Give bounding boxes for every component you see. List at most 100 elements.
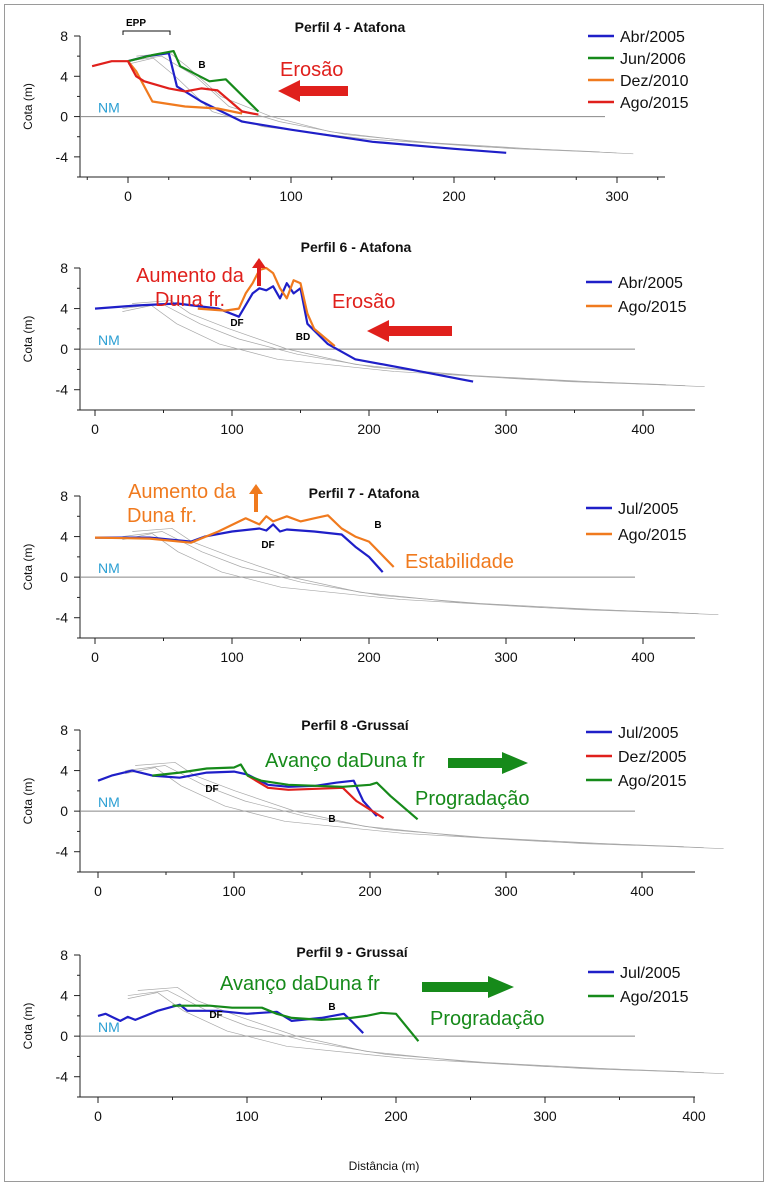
panel-4: NM -4 0 4 8 0 100 200 300 400 Cota (m) Perfil 8 -Gr… xyxy=(21,717,724,899)
legend-label: Jul/2005 xyxy=(618,725,679,742)
x-tick-label: 300 xyxy=(494,421,518,437)
figure-frame xyxy=(4,4,764,1182)
annotation: Avanço daDuna fr xyxy=(265,750,425,772)
y-tick-label: 4 xyxy=(60,988,68,1004)
y-tick-label: -4 xyxy=(56,1069,69,1085)
background-profiles xyxy=(127,987,724,1075)
x-axis-label: Distância (m) xyxy=(349,1159,420,1173)
chart-title: Perfil 4 - Atafona xyxy=(295,19,406,35)
x-tick-label: 200 xyxy=(357,649,381,665)
x-tick-label: 100 xyxy=(222,883,246,899)
background-profile xyxy=(125,767,684,847)
annotation: DF xyxy=(209,1010,222,1021)
legend-label: Dez/2010 xyxy=(620,73,689,90)
chart-title: Perfil 8 -Grussaí xyxy=(301,717,409,733)
x-tick-label: 300 xyxy=(494,649,518,665)
x-tick-label: 0 xyxy=(94,883,102,899)
legend-label: Abr/2005 xyxy=(618,275,683,292)
x-tick-label: 300 xyxy=(605,188,629,204)
x-tick-label: 200 xyxy=(357,421,381,437)
x-tick-label: 100 xyxy=(220,421,244,437)
background-profile xyxy=(127,992,685,1072)
nm-label: NM xyxy=(98,560,120,576)
series-line-1 xyxy=(95,523,384,573)
y-tick-label: -4 xyxy=(56,382,69,398)
annotation: Estabilidade xyxy=(405,551,514,573)
series-line-2 xyxy=(247,774,385,820)
annotation: B xyxy=(374,520,381,531)
x-tick-label: 300 xyxy=(494,883,518,899)
series-line-3 xyxy=(152,763,419,821)
up-arrow xyxy=(252,258,266,286)
y-axis-label: Cota (m) xyxy=(21,544,35,591)
annotation: Erosão xyxy=(280,59,343,81)
x-tick-label: 0 xyxy=(91,421,99,437)
legend-label: Ago/2015 xyxy=(620,95,689,112)
x-tick-label: 0 xyxy=(124,188,132,204)
annotation: EPP xyxy=(126,18,146,29)
y-axis-label: Cota (m) xyxy=(21,316,35,363)
x-tick-label: 400 xyxy=(630,883,654,899)
annotation: Aumento da xyxy=(136,265,245,287)
y-tick-label: 4 xyxy=(60,529,68,545)
series-line-1 xyxy=(94,282,474,383)
annotation: DF xyxy=(230,318,243,329)
series-line-3 xyxy=(127,60,243,115)
direction-arrow xyxy=(422,976,514,998)
annotation: B xyxy=(328,1002,335,1013)
legend-label: Jun/2006 xyxy=(620,51,686,68)
y-tick-label: -4 xyxy=(56,844,69,860)
background-profile xyxy=(136,52,617,154)
x-tick-label: 400 xyxy=(631,421,655,437)
annotation: DF xyxy=(261,540,274,551)
background-profile xyxy=(137,987,704,1074)
y-tick-label: 8 xyxy=(60,488,68,504)
x-tick-label: 200 xyxy=(358,883,382,899)
x-tick-label: 0 xyxy=(91,649,99,665)
epp-bracket xyxy=(122,30,171,35)
legend-label: Ago/2015 xyxy=(620,989,689,1006)
x-tick-label: 200 xyxy=(384,1108,408,1124)
legend-label: Dez/2005 xyxy=(618,749,687,766)
panel-3: NM -4 0 4 8 0 100 200 300 400 Cota (m) Perfil 7 - A… xyxy=(21,481,719,665)
y-axis-label: Cota (m) xyxy=(21,83,35,130)
legend-label: Jul/2005 xyxy=(620,965,681,982)
x-tick-label: 100 xyxy=(279,188,303,204)
background-profile xyxy=(127,57,600,153)
annotation: Progradação xyxy=(415,788,530,810)
nm-label: NM xyxy=(98,100,120,116)
legend-label: Jul/2005 xyxy=(618,501,679,518)
y-tick-label: 8 xyxy=(60,722,68,738)
direction-arrow xyxy=(448,752,528,774)
y-axis-label: Cota (m) xyxy=(21,778,35,825)
y-tick-label: 0 xyxy=(60,109,68,125)
background-profile xyxy=(127,990,724,1075)
legend-label: Ago/2015 xyxy=(618,299,687,316)
y-tick-label: 8 xyxy=(60,28,68,44)
annotation: Erosão xyxy=(332,291,395,313)
y-tick-label: 0 xyxy=(60,803,68,819)
nm-label: NM xyxy=(98,332,120,348)
y-axis-label: Cota (m) xyxy=(21,1003,35,1050)
background-profile xyxy=(127,55,634,155)
y-tick-label: -4 xyxy=(56,610,69,626)
annotation: Aumento da xyxy=(128,481,237,503)
direction-arrow xyxy=(367,320,452,342)
x-tick-label: 0 xyxy=(94,1108,102,1124)
background-profile xyxy=(122,531,719,616)
annotation: DF xyxy=(205,784,218,795)
panel-2: NM -4 0 4 8 0 100 200 300 400 Cota (m) Perfil 6 - A… xyxy=(21,239,705,437)
chart-title: Perfil 7 - Atafona xyxy=(309,485,420,501)
panel-5: NM -4 0 4 8 0 100 200 300 400 Cota (m) Perfil 9 - G… xyxy=(21,944,724,1124)
x-tick-label: 100 xyxy=(235,1108,259,1124)
y-tick-label: 4 xyxy=(60,68,68,84)
annotation: BD xyxy=(296,332,310,343)
annotation: Duna fr. xyxy=(127,505,197,527)
y-tick-label: 4 xyxy=(60,763,68,779)
series-line-2 xyxy=(127,49,260,113)
annotation: B xyxy=(328,814,335,825)
x-tick-label: 400 xyxy=(682,1108,706,1124)
y-tick-label: 8 xyxy=(60,947,68,963)
x-tick-label: 200 xyxy=(442,188,466,204)
